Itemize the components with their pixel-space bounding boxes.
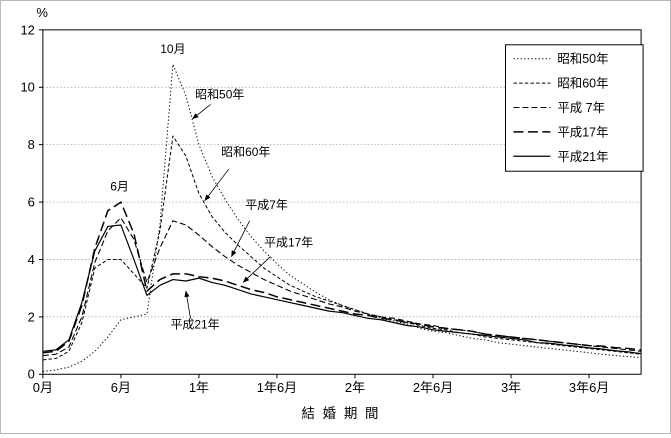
x-tick-label: 1年	[189, 380, 209, 395]
y-tick-label: 8	[28, 137, 35, 152]
legend-entry-label: 昭和50年	[557, 52, 608, 66]
annotation-label: 平成17年	[264, 236, 313, 250]
y-tick-label: 12	[20, 22, 34, 37]
x-tick-label: 2年	[345, 380, 365, 395]
x-tick-label: 3年	[501, 380, 521, 395]
y-tick-label: 6	[28, 195, 35, 210]
annotation-label: 平成21年	[170, 317, 219, 331]
legend-entry-label: 平成 7年	[557, 101, 605, 115]
series-line-4	[42, 201, 642, 354]
legend-entry-label: 昭和60年	[557, 77, 608, 91]
x-tick-label: 3年6月	[569, 380, 609, 395]
annotation-arrow	[231, 220, 251, 258]
x-tick-label: 6月	[111, 380, 131, 395]
y-tick-label: 2	[28, 309, 35, 324]
x-axis-title: 結 婚 期 間	[301, 406, 380, 421]
y-axis-unit-label: %	[36, 5, 48, 20]
annotation-label: 昭和60年	[221, 145, 270, 159]
series-line-3	[42, 217, 642, 357]
annotation-arrow	[242, 256, 271, 283]
x-tick-label: 2年6月	[413, 380, 453, 395]
y-tick-label: 10	[20, 80, 34, 95]
legend-entry-label: 平成17年	[557, 125, 608, 139]
y-tick-label: 4	[28, 252, 35, 267]
y-tick-label: 0	[28, 367, 35, 382]
annotation-label: 平成7年	[245, 198, 288, 212]
annotation-label: 昭和50年	[195, 88, 244, 102]
legend-entry-label: 平成21年	[557, 150, 608, 164]
x-tick-label: 0月	[33, 380, 53, 395]
annotation-label: 6月	[110, 180, 129, 194]
annotation-arrow	[204, 168, 230, 202]
annotation-arrow	[184, 290, 191, 319]
series-line-5	[42, 224, 642, 355]
annotation-arrow	[192, 104, 211, 120]
x-tick-label: 1年6月	[257, 380, 297, 395]
annotation-label: 10月	[160, 42, 185, 56]
